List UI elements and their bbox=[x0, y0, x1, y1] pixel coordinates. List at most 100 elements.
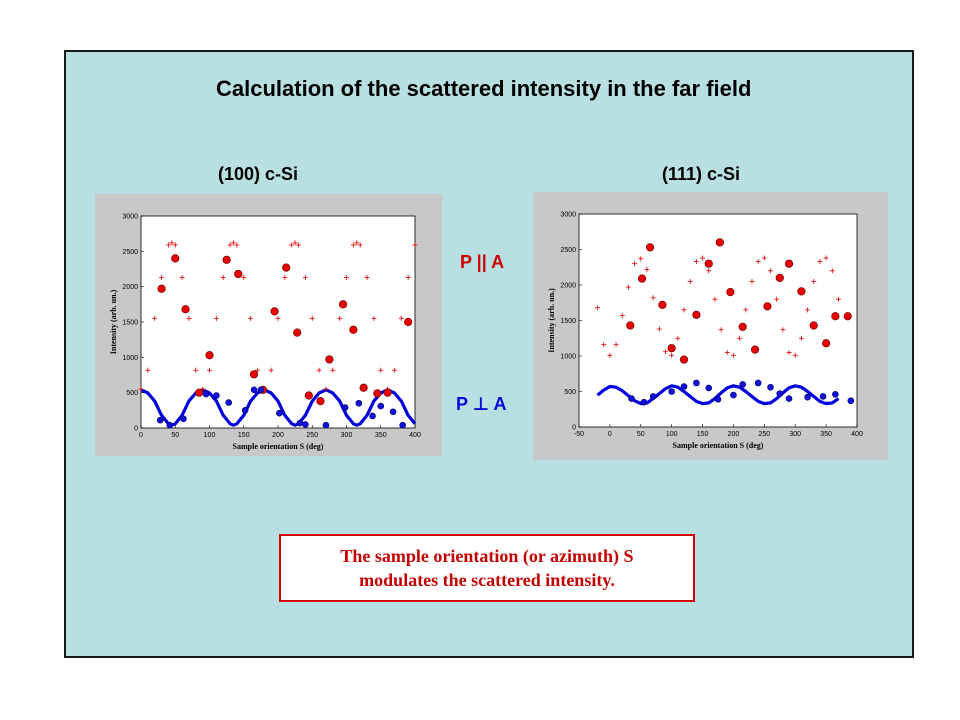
parallel-model-marker bbox=[700, 255, 706, 261]
parallel-model-marker bbox=[344, 274, 349, 280]
parallel-model-marker bbox=[289, 242, 295, 248]
parallel-model-marker bbox=[823, 255, 829, 261]
parallel-model-marker bbox=[354, 240, 360, 246]
perpendicular-data-point bbox=[276, 409, 283, 417]
parallel-data-point bbox=[637, 274, 647, 283]
panel-title-100: (100) c-Si bbox=[218, 164, 299, 184]
parallel-data-point bbox=[645, 243, 655, 252]
parallel-model-marker bbox=[241, 274, 247, 280]
chart-111-c-si: -50 0 50 100 150 200 250 300 350 400 0 500 1000 1500 2… bbox=[533, 192, 888, 460]
y-tick-label: 2500 bbox=[560, 247, 576, 254]
parallel-data-point bbox=[775, 273, 784, 282]
parallel-model-marker bbox=[761, 255, 767, 261]
parallel-model-marker bbox=[607, 352, 613, 358]
y-tick-label: 1000 bbox=[560, 354, 576, 361]
perpendicular-data-point bbox=[355, 399, 363, 407]
parallel-model-marker bbox=[248, 315, 254, 321]
parallel-model-marker bbox=[302, 274, 308, 280]
x-tick-label: 400 bbox=[851, 431, 863, 438]
parallel-model-marker bbox=[805, 307, 811, 313]
y-tick-label: 2000 bbox=[122, 284, 138, 291]
parallel-data-point bbox=[316, 397, 325, 406]
parallel-model-marker bbox=[213, 315, 219, 321]
perpendicular-data-point bbox=[213, 392, 220, 399]
parallel-model-marker bbox=[309, 315, 315, 321]
y-tick-label: 1500 bbox=[122, 320, 138, 327]
parallel-model-marker bbox=[296, 242, 302, 248]
parallel-model-marker bbox=[330, 367, 336, 373]
perpendicular-data-point bbox=[739, 381, 747, 388]
parallel-model-marker bbox=[730, 352, 736, 358]
y-tick-label: 1500 bbox=[560, 318, 576, 325]
perpendicular-data-point bbox=[389, 408, 397, 416]
parallel-model-marker bbox=[656, 326, 662, 332]
parallel-model-marker bbox=[601, 342, 607, 348]
parallel-model-marker bbox=[138, 386, 144, 392]
y-tick-label: 0 bbox=[134, 426, 138, 433]
perpendicular-data-point bbox=[714, 396, 722, 403]
perpendicular-data-point bbox=[166, 421, 174, 429]
parallel-model-marker bbox=[706, 268, 712, 274]
parallel-data-point bbox=[325, 355, 334, 364]
y-tick-label: 3000 bbox=[560, 212, 576, 219]
parallel-data-point bbox=[763, 302, 772, 311]
perpendicular-data-point bbox=[730, 391, 737, 399]
y-tick-label: 2000 bbox=[560, 283, 576, 290]
x-tick-label: 350 bbox=[375, 432, 387, 439]
perpendicular-data-point bbox=[180, 415, 187, 423]
y-tick-label: 1000 bbox=[122, 355, 138, 362]
parallel-model-marker bbox=[755, 259, 761, 265]
parallel-model-marker bbox=[316, 367, 322, 373]
perpendicular-data-point bbox=[377, 402, 385, 410]
parallel-model-marker bbox=[595, 305, 601, 311]
x-axis-label: Sample orientation S (deg) bbox=[233, 442, 324, 451]
perpendicular-data-point bbox=[250, 386, 258, 394]
perpendicular-data-point bbox=[640, 398, 648, 406]
parallel-data-point bbox=[822, 339, 831, 348]
parallel-data-point bbox=[750, 345, 760, 354]
parallel-model-marker bbox=[811, 278, 817, 284]
parallel-model-marker bbox=[292, 240, 298, 246]
label-p-perpendicular-a: P ⊥ A bbox=[456, 394, 507, 414]
x-axis-label: Sample orientation S (deg) bbox=[673, 441, 764, 450]
parallel-model-marker bbox=[817, 259, 823, 265]
x-tick-label: 100 bbox=[204, 432, 216, 439]
parallel-model-marker bbox=[179, 274, 185, 280]
perpendicular-model-curve bbox=[596, 384, 840, 406]
parallel-model-marker bbox=[724, 349, 730, 355]
slide-title: Calculation of the scattered intensity i… bbox=[216, 76, 752, 101]
parallel-model-marker bbox=[268, 367, 274, 373]
parallel-model-marker bbox=[227, 242, 233, 248]
perpendicular-data-point bbox=[693, 379, 700, 387]
y-tick-label: 3000 bbox=[122, 214, 138, 221]
panel-title-111: (111) c-Si bbox=[662, 164, 741, 184]
perpendicular-data-point bbox=[847, 397, 855, 405]
x-tick-label: 400 bbox=[409, 432, 421, 439]
parallel-data-point bbox=[234, 269, 243, 279]
parallel-data-point bbox=[679, 355, 689, 364]
parallel-data-point bbox=[726, 287, 735, 297]
parallel-data-point bbox=[157, 284, 166, 293]
x-tick-label: -50 bbox=[574, 431, 584, 438]
perpendicular-model-curve bbox=[140, 388, 417, 427]
perpendicular-data-point bbox=[241, 407, 249, 414]
parallel-data-point bbox=[222, 255, 231, 264]
parallel-data-point bbox=[205, 351, 214, 360]
x-tick-label: 250 bbox=[306, 432, 318, 439]
parallel-model-marker bbox=[798, 335, 804, 341]
perpendicular-data-point bbox=[202, 390, 210, 398]
parallel-data-point bbox=[715, 238, 724, 247]
y-tick-label: 500 bbox=[564, 389, 576, 396]
parallel-data-point bbox=[282, 263, 291, 272]
parallel-data-point bbox=[667, 344, 676, 353]
x-tick-label: 300 bbox=[789, 431, 801, 438]
parallel-model-marker bbox=[405, 274, 411, 280]
perpendicular-data-point bbox=[225, 399, 232, 406]
parallel-data-point bbox=[626, 321, 635, 330]
parallel-model-marker bbox=[638, 256, 644, 262]
parallel-model-marker bbox=[391, 367, 397, 373]
parallel-model-marker bbox=[254, 367, 260, 373]
y-axis-label: Intensity (arb. un.) bbox=[547, 288, 556, 353]
parallel-model-marker bbox=[675, 335, 681, 341]
parallel-model-marker bbox=[829, 268, 835, 274]
